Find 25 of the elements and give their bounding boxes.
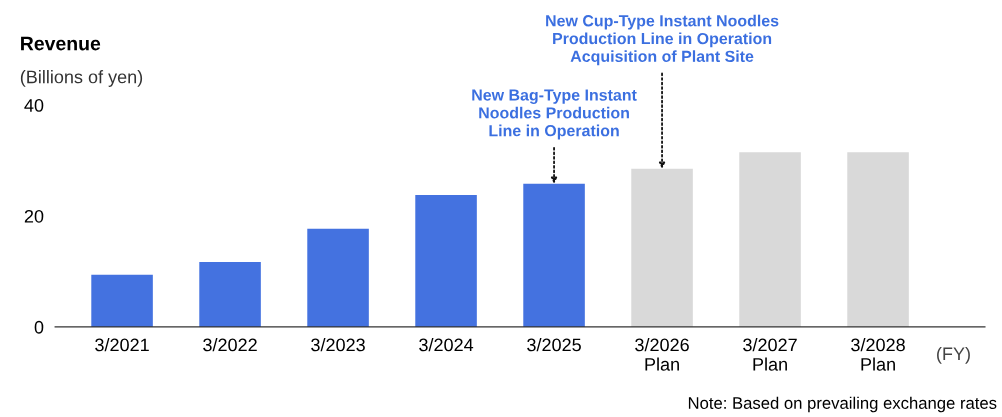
x-tick-label: 3/2026 Plan [635,338,689,371]
x-tick-label: 3/2024 [419,338,474,352]
bar [415,194,477,327]
x-axis-title: (FY) [937,346,970,364]
bar [307,228,369,327]
bar [199,262,261,327]
annotation: New Bag-Type Instant Noodles Production Line in Operation [472,89,637,140]
x-tick-label: 3/2022 [203,338,257,352]
x-tick-label: 3/2027 Plan [743,338,797,371]
bar [523,183,585,327]
bar [91,274,153,327]
bar [631,168,693,327]
x-tick-label: 3/2021 [95,338,149,352]
bar [847,152,909,327]
x-tick-label: 3/2023 [311,338,365,352]
text: Note: Based on prevailing exchange rates [688,396,997,413]
x-tick-label: 3/2025 [527,338,581,352]
annotation: New Cup-Type Instant Noodles Production Line in Operation Acquisition of Plant Site [546,14,779,66]
y-tick-label: 40 [24,99,44,112]
y-tick-label: 20 [24,209,44,223]
y-tick-label: 0 [34,320,44,334]
chart-title: Revenue [21,36,101,51]
y-axis-title: (Billions of yen) [20,70,143,87]
bar [739,152,801,327]
x-tick-label: 3/2028 Plan [851,338,905,371]
